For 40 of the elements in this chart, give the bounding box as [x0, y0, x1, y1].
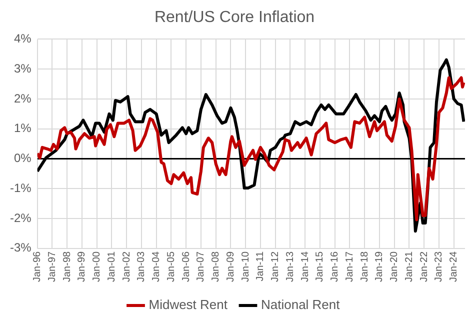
x-tick-label: Jan-18: [359, 250, 370, 282]
chart-title: Rent/US Core Inflation: [154, 9, 315, 26]
x-tick-label: Jan-03: [136, 250, 148, 282]
y-tick-label: -2%: [10, 210, 32, 225]
x-tick-label: Jan-99: [76, 250, 88, 282]
y-tick-label: 2%: [14, 91, 32, 106]
x-tick-label: Jan-14: [300, 250, 311, 282]
x-tick-label: Jan-97: [46, 250, 58, 282]
x-tick-label: Jan-08: [210, 250, 222, 282]
x-tick-label: Jan-06: [180, 250, 192, 282]
y-tick-label: 1%: [14, 121, 32, 136]
x-tick-label: Jan-96: [32, 250, 44, 282]
x-tick-label: Jan-15: [314, 250, 326, 282]
y-tick-label: -3%: [10, 240, 32, 255]
x-tick-label: Jan-01: [106, 250, 118, 282]
x-tick-label: Jan-05: [166, 250, 177, 282]
x-tick-label: Jan-04: [151, 250, 162, 282]
x-tick-label: Jan-16: [330, 250, 341, 282]
x-tick-label: Jan-98: [62, 250, 73, 282]
x-tick-label: Jan-12: [270, 250, 282, 282]
x-tick-label: Jan-20: [389, 250, 400, 282]
x-tick-label: Jan-07: [196, 250, 207, 282]
legend-label: National Rent: [260, 297, 340, 312]
x-tick-label: Jan-23: [434, 250, 445, 282]
x-tick-label: Jan-10: [240, 250, 252, 282]
x-tick-label: Jan-11: [255, 250, 266, 282]
legend-label: Midwest Rent: [148, 297, 228, 312]
y-tick-label: 0%: [14, 151, 32, 166]
x-tick-label: Jan-17: [344, 250, 356, 282]
x-tick-label: Jan-21: [404, 250, 415, 282]
x-tick-label: Jan-02: [121, 250, 132, 282]
x-tick-label: Jan-19: [374, 250, 386, 282]
x-tick-label: Jan-22: [418, 250, 430, 282]
y-tick-label: 4%: [14, 32, 32, 46]
x-tick-label: Jan-00: [92, 250, 103, 282]
x-tick-label: Jan-13: [284, 250, 296, 282]
x-tick-label: Jan-09: [225, 250, 236, 282]
x-tick-label: Jan-24: [448, 250, 460, 282]
y-tick-label: -1%: [10, 180, 32, 195]
y-tick-label: 3%: [14, 61, 32, 76]
